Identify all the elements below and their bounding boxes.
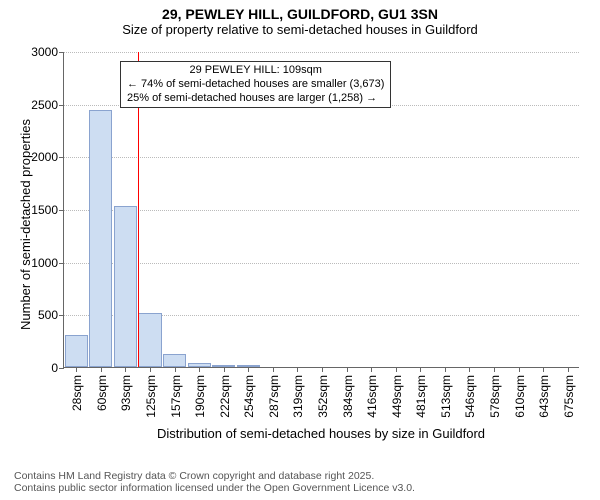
grid-line bbox=[64, 157, 579, 158]
x-tick-label: 546sqm bbox=[461, 375, 477, 418]
histogram-bar bbox=[212, 365, 235, 367]
annotation-line: 29 PEWLEY HILL: 109sqm bbox=[127, 64, 384, 78]
x-tick-label: 513sqm bbox=[437, 375, 453, 418]
histogram-bar bbox=[114, 206, 137, 367]
annotation-line: ← 74% of semi-detached houses are smalle… bbox=[127, 78, 384, 92]
histogram-bar bbox=[89, 110, 112, 367]
footer-attribution: Contains HM Land Registry data © Crown c… bbox=[14, 470, 415, 494]
x-tick-label: 190sqm bbox=[191, 375, 207, 418]
x-tick-label: 60sqm bbox=[93, 375, 109, 411]
histogram-bar bbox=[138, 313, 161, 367]
y-tick-label: 3000 bbox=[31, 45, 64, 59]
chart-subtitle: Size of property relative to semi-detach… bbox=[0, 22, 600, 37]
x-tick-label: 449sqm bbox=[388, 375, 404, 418]
x-tick-label: 416sqm bbox=[363, 375, 379, 418]
x-tick-label: 675sqm bbox=[560, 375, 576, 418]
x-tick-label: 319sqm bbox=[289, 375, 305, 418]
footer-line-2: Contains public sector information licen… bbox=[14, 482, 415, 494]
x-tick-label: 352sqm bbox=[314, 375, 330, 418]
y-tick-label: 500 bbox=[38, 308, 64, 322]
x-tick-label: 643sqm bbox=[535, 375, 551, 418]
y-axis-label: Number of semi-detached properties bbox=[18, 119, 33, 330]
annotation-line: 25% of semi-detached houses are larger (… bbox=[127, 92, 384, 106]
x-tick-label: 384sqm bbox=[339, 375, 355, 418]
x-tick-label: 125sqm bbox=[142, 375, 158, 418]
x-tick-label: 287sqm bbox=[265, 375, 281, 418]
x-tick-label: 481sqm bbox=[412, 375, 428, 418]
x-tick-label: 222sqm bbox=[216, 375, 232, 418]
x-tick-label: 254sqm bbox=[240, 375, 256, 418]
y-tick-label: 1500 bbox=[31, 203, 64, 217]
x-tick-label: 93sqm bbox=[117, 375, 133, 411]
y-tick-label: 2000 bbox=[31, 150, 64, 164]
y-tick-label: 1000 bbox=[31, 256, 64, 270]
grid-line bbox=[64, 52, 579, 53]
footer-line-1: Contains HM Land Registry data © Crown c… bbox=[14, 470, 415, 482]
histogram-bar bbox=[65, 335, 88, 367]
x-tick-label: 157sqm bbox=[167, 375, 183, 418]
y-tick-label: 2500 bbox=[31, 98, 64, 112]
histogram-bar bbox=[163, 354, 186, 367]
y-tick-label: 0 bbox=[51, 361, 64, 375]
x-tick-label: 610sqm bbox=[511, 375, 527, 418]
x-axis-label: Distribution of semi-detached houses by … bbox=[63, 426, 579, 441]
x-tick-label: 578sqm bbox=[486, 375, 502, 418]
x-tick-label: 28sqm bbox=[68, 375, 84, 411]
grid-line bbox=[64, 210, 579, 211]
histogram-bar bbox=[237, 365, 260, 367]
grid-line bbox=[64, 263, 579, 264]
histogram-bar bbox=[188, 363, 211, 367]
chart-title: 29, PEWLEY HILL, GUILDFORD, GU1 3SN bbox=[0, 0, 600, 22]
annotation-box: 29 PEWLEY HILL: 109sqm← 74% of semi-deta… bbox=[120, 61, 391, 108]
